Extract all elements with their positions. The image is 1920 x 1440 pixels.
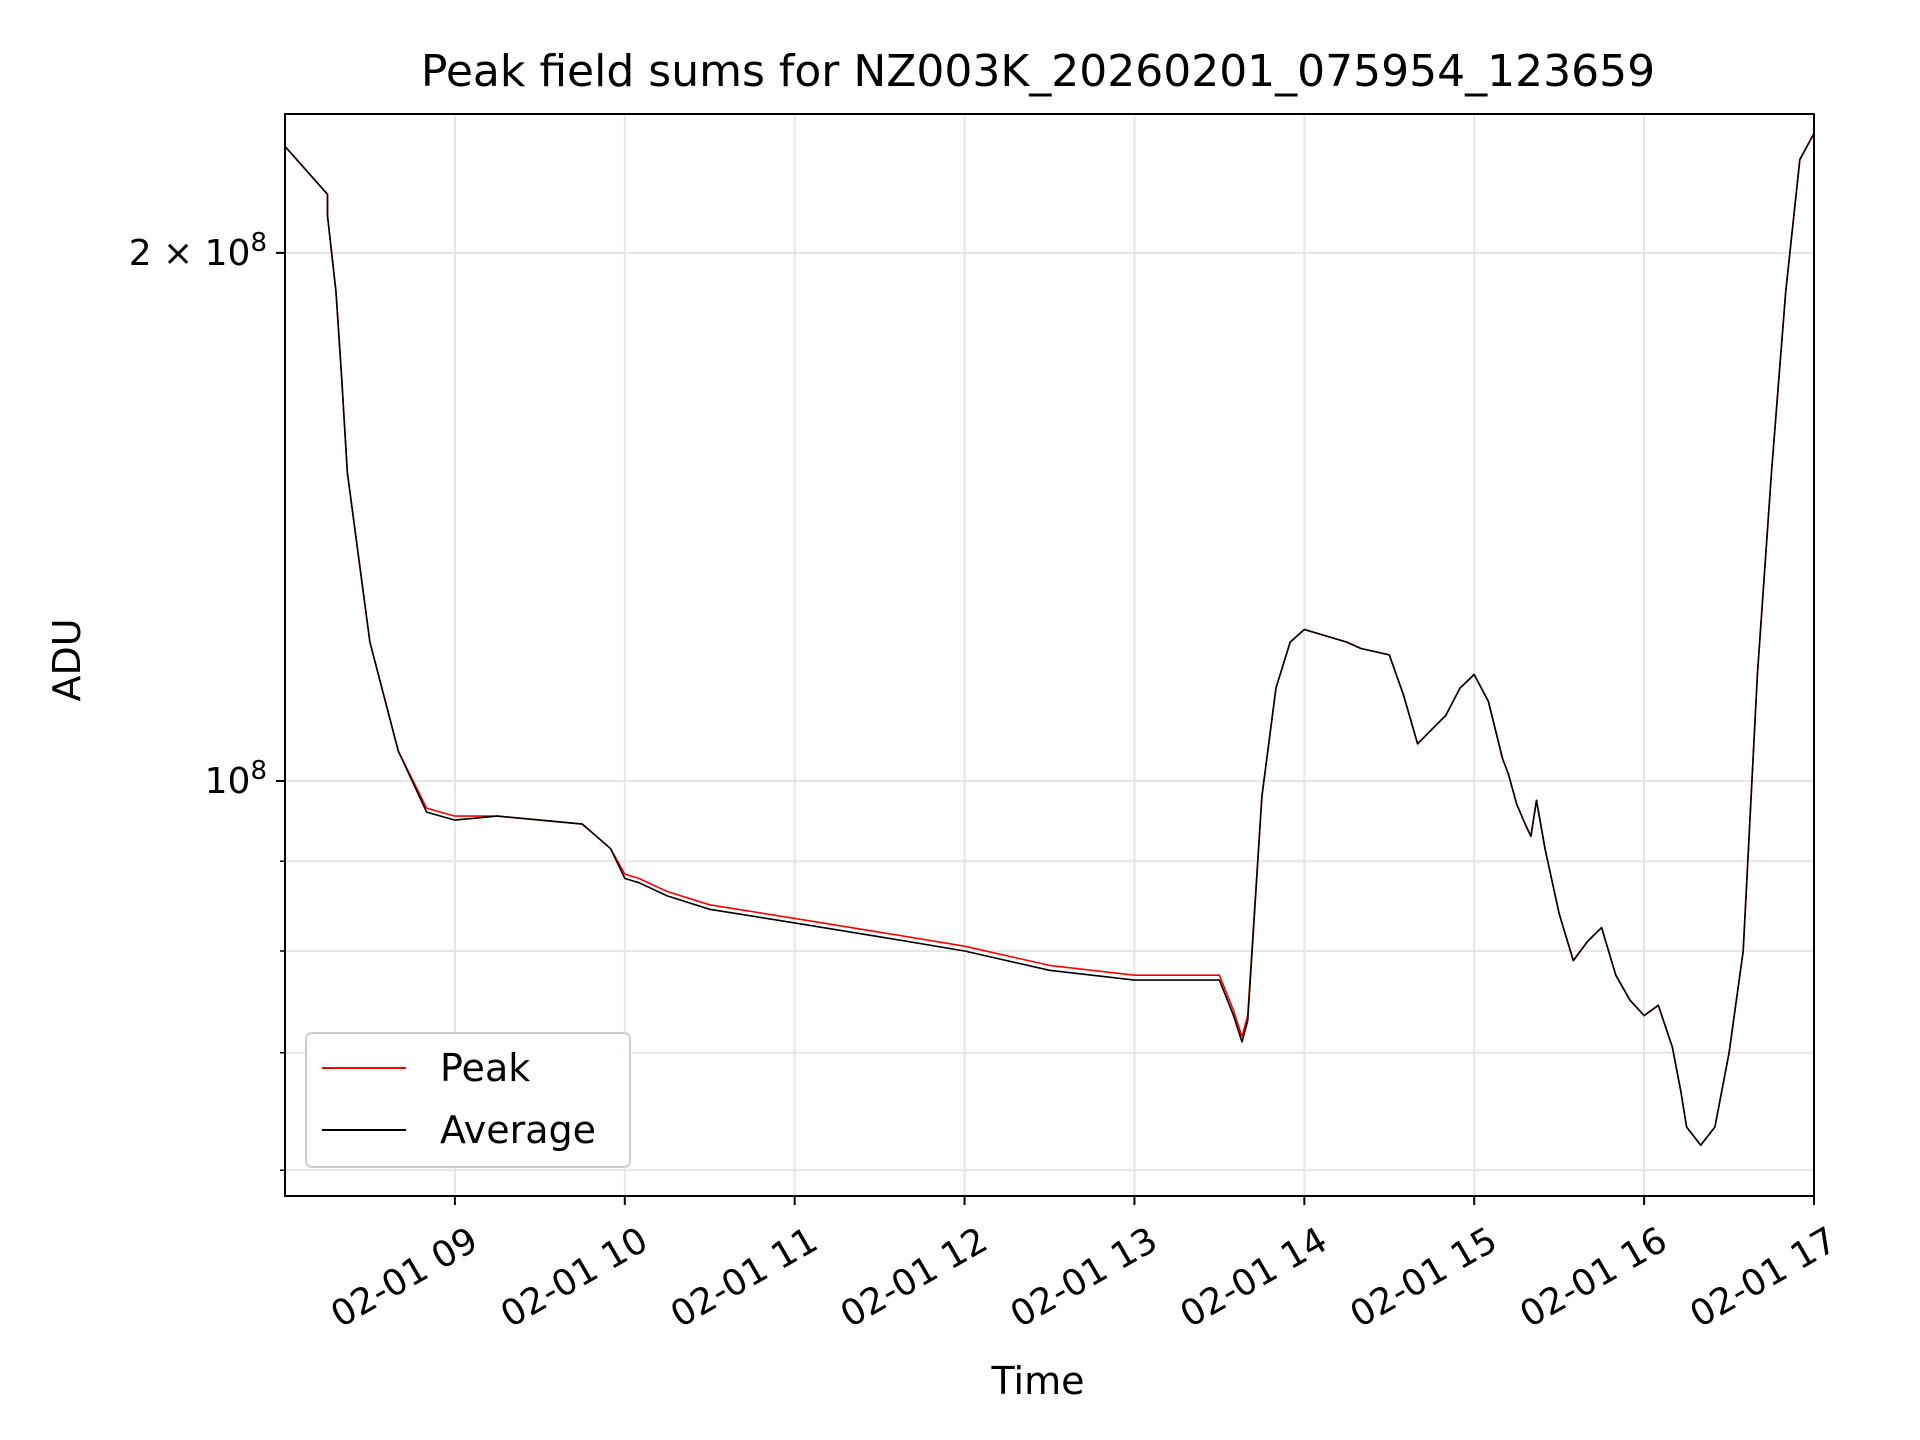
plot-frame [284,113,1815,1197]
legend: Peak Average [305,1032,631,1168]
series-layer [284,132,1815,1146]
chart-title: Peak field sums for NZ003K_20260201_0759… [421,46,1655,97]
y-axis-label: ADU [45,618,89,701]
legend-label-peak: Peak [440,1046,530,1090]
x-axis-label: Time [991,1359,1085,1403]
legend-label-average: Average [440,1108,596,1152]
grid [285,114,1815,1196]
series-line-average [284,132,1815,1146]
y-tick-label: 2 × 108 [129,228,267,274]
y-tick-label: 108 [205,756,267,802]
legend-box [305,1032,631,1168]
